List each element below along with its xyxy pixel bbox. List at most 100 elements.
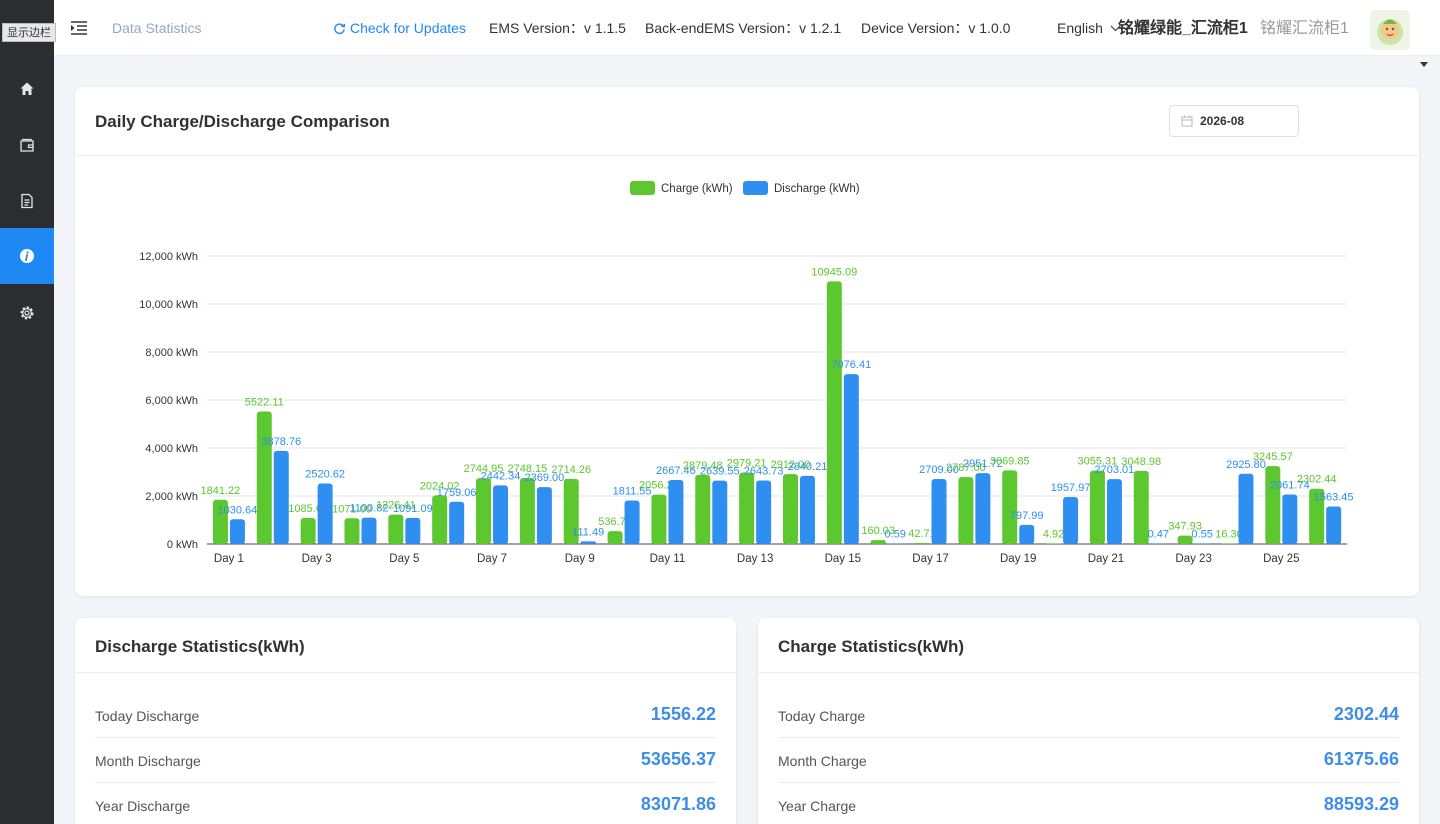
- x-tick-label: Day 15: [825, 553, 861, 565]
- discharge-bar: [624, 500, 640, 544]
- y-tick-label: 4,000 kWh: [145, 443, 198, 455]
- charge-bar: [519, 478, 535, 544]
- stat-label: Today Discharge: [95, 708, 200, 724]
- discharge-value-label: 7076.41: [831, 359, 871, 371]
- sidebar-item-info[interactable]: [0, 228, 54, 284]
- stat-row-month-discharge: Month Discharge 53656.37: [95, 738, 716, 783]
- stat-value: 53656.37: [640, 749, 716, 769]
- discharge-value-label: 3878.76: [261, 436, 301, 448]
- charge-value-label: 2302.44: [1297, 474, 1337, 486]
- charge-value-label: 3048.98: [1121, 456, 1161, 468]
- cabinet-name: 铭耀汇流柜1: [1260, 20, 1349, 37]
- discharge-value-label: 1811.55: [613, 486, 652, 498]
- y-tick-label: 0 kWh: [167, 539, 198, 551]
- caret-down-icon: [1420, 62, 1428, 67]
- station-name: 铭耀绿能_汇流柜1: [1118, 20, 1248, 37]
- chevron-down-icon: [1110, 25, 1121, 32]
- charge-value-label: 5522.11: [245, 396, 284, 408]
- charge-value-label: 2879.48: [683, 460, 723, 472]
- charge-value-label: 347.93: [1168, 521, 1202, 533]
- charge-bar: [1002, 470, 1018, 544]
- charge-bar: [212, 499, 228, 544]
- y-tick-label: 10,000 kWh: [139, 299, 198, 311]
- discharge-bar: [536, 487, 552, 544]
- sidebar-item-wallet[interactable]: [0, 117, 54, 173]
- x-tick-label: Day 9: [565, 553, 595, 565]
- stat-row-today-discharge: Today Discharge 1556.22: [95, 693, 716, 738]
- divider: [75, 672, 736, 673]
- discharge-bar: [1326, 506, 1342, 544]
- discharge-value-label: 2951.72: [963, 458, 1003, 470]
- charge-bar: [958, 477, 974, 544]
- sidebar-item-home[interactable]: [0, 61, 54, 117]
- y-tick-label: 6,000 kWh: [145, 395, 198, 407]
- discharge-value-label: 797.99: [1010, 510, 1044, 522]
- month-picker[interactable]: 2026-08: [1169, 105, 1299, 137]
- discharge-value-label: 1091.09: [393, 503, 433, 515]
- stat-label: Year Charge: [778, 798, 857, 814]
- language-select[interactable]: English: [1057, 0, 1121, 56]
- divider: [75, 155, 1419, 156]
- stat-value: 1556.22: [650, 704, 716, 724]
- discharge-value-label: 2520.62: [305, 469, 345, 481]
- charge-value-label: 1226.41: [376, 500, 416, 512]
- charge-value-label: 2787.00: [946, 462, 986, 474]
- calendar-icon: [1181, 115, 1193, 127]
- charge-value-label: 2714.26: [551, 464, 591, 476]
- charge-value-label: 4.92: [1043, 528, 1064, 540]
- discharge-bar: [1282, 494, 1298, 544]
- menu-toggle-button[interactable]: [70, 0, 88, 56]
- chart-card-title: Daily Charge/Discharge Comparison: [95, 112, 390, 131]
- check-updates-link[interactable]: Check for Updates: [333, 0, 466, 56]
- legend-swatch: [743, 181, 768, 195]
- discharge-stats-title: Discharge Statistics(kWh): [95, 637, 305, 656]
- sidebar-tooltip: 显示边栏: [2, 23, 56, 42]
- x-tick-label: Day 13: [737, 553, 773, 565]
- discharge-value-label: 1957.97: [1051, 482, 1091, 494]
- charge-value-label: 42.71: [908, 528, 936, 540]
- discharge-bar: [1106, 479, 1122, 544]
- discharge-value-label: 2369.00: [524, 472, 564, 484]
- gear-icon: [20, 306, 34, 320]
- discharge-value-label: 2639.55: [700, 466, 740, 478]
- x-tick-label: Day 1: [214, 553, 244, 565]
- avatar[interactable]: [1370, 10, 1410, 50]
- user-menu-caret[interactable]: [1420, 34, 1428, 90]
- charge-bar: [256, 411, 272, 544]
- sidebar-item-settings[interactable]: [0, 285, 54, 341]
- sidebar-item-document[interactable]: [0, 173, 54, 229]
- charge-bar: [1221, 543, 1237, 544]
- x-tick-label: Day 7: [477, 553, 507, 565]
- charge-stats-card: Charge Statistics(kWh) Today Charge 2302…: [758, 618, 1419, 824]
- stat-label: Month Discharge: [95, 753, 201, 769]
- charge-bar: [1309, 488, 1325, 544]
- discharge-bar: [1238, 473, 1254, 544]
- stat-label: Year Discharge: [95, 798, 191, 814]
- stat-row-year-charge: Year Charge 88593.29: [778, 783, 1399, 824]
- x-tick-label: Day 5: [389, 553, 419, 565]
- discharge-bar: [229, 519, 245, 544]
- document-icon: [21, 193, 33, 209]
- discharge-value-label: 2061.74: [1270, 480, 1310, 492]
- y-tick-label: 2,000 kWh: [145, 491, 198, 503]
- stat-value: 61375.66: [1323, 749, 1399, 769]
- discharge-value-label: 111.49: [572, 526, 604, 538]
- discharge-value-label: 1030.64: [218, 504, 258, 516]
- charge-value-label: 1841.22: [201, 485, 241, 497]
- charge-bar: [914, 542, 930, 544]
- x-tick-label: Day 25: [1263, 553, 1299, 565]
- discharge-bar: [931, 478, 947, 544]
- y-tick-label: 8,000 kWh: [145, 347, 198, 359]
- ems-version-label: EMS Version：: [489, 20, 584, 36]
- discharge-bar: [273, 450, 289, 544]
- discharge-bar: [1150, 543, 1166, 544]
- charge-value-label: 10945.09: [811, 266, 857, 278]
- y-tick-label: 12,000 kWh: [139, 251, 198, 263]
- charge-bar: [1089, 470, 1105, 544]
- discharge-bar: [1063, 497, 1079, 544]
- charge-bar: [651, 494, 667, 544]
- device-version-value: v 1.0.0: [968, 20, 1011, 36]
- legend-label: Discharge (kWh): [774, 183, 860, 195]
- discharge-value-label: 0.55: [1191, 528, 1212, 540]
- refresh-icon: [334, 23, 346, 35]
